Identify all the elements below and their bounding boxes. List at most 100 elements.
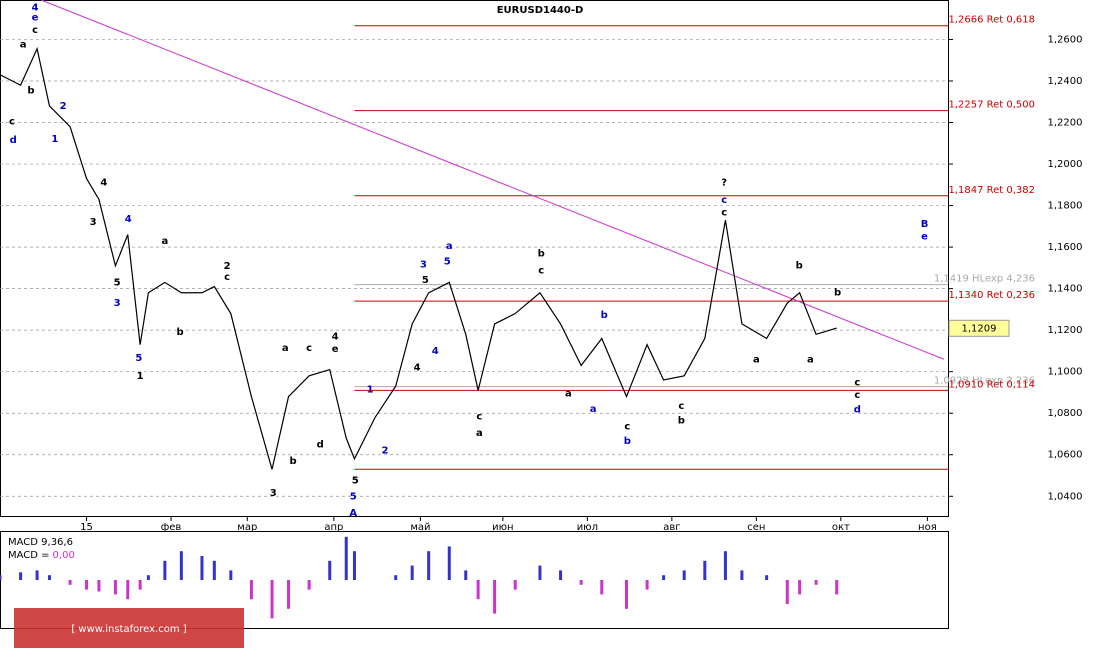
wave-label: b xyxy=(27,85,34,96)
y-tick-label: 1,1600 xyxy=(1048,242,1083,253)
macd-bar xyxy=(287,580,291,609)
wave-label: 3 xyxy=(420,260,427,271)
y-tick-label: 1,1400 xyxy=(1048,284,1083,295)
wave-label: c xyxy=(224,272,230,283)
macd-bar xyxy=(328,560,332,580)
x-tick-label: 15 xyxy=(80,522,93,533)
wave-label: 1 xyxy=(367,384,374,395)
wave-label: c xyxy=(538,266,544,277)
wave-label: b xyxy=(289,456,296,467)
y-tick-label: 1,0800 xyxy=(1048,408,1083,419)
wave-label: a xyxy=(446,241,453,252)
wave-label: 1 xyxy=(137,371,144,382)
macd-bar xyxy=(785,580,789,604)
macd-bar xyxy=(765,575,769,580)
wave-label: b xyxy=(624,436,631,447)
wave-label: c xyxy=(624,422,630,433)
macd-bar xyxy=(352,551,356,580)
y-tick-label: 1,1200 xyxy=(1048,325,1083,336)
macd-bar xyxy=(835,580,839,595)
wave-label: a xyxy=(161,236,168,247)
wave-label: 2 xyxy=(60,101,67,112)
macd-label: MACD = xyxy=(8,550,50,561)
wave-label: c xyxy=(721,207,727,218)
wave-label: d xyxy=(10,135,17,146)
wave-label: c xyxy=(721,195,727,206)
x-tick-label: апр xyxy=(324,522,343,533)
macd-bar xyxy=(427,551,431,580)
wave-label: 3 xyxy=(114,298,121,309)
wave-label: b xyxy=(177,327,184,338)
wave-label: b xyxy=(678,415,685,426)
wave-label: a xyxy=(807,355,814,366)
macd-bar xyxy=(723,551,727,580)
wave-label: 4 xyxy=(414,363,421,374)
price-panel xyxy=(0,0,949,517)
macd-bar xyxy=(682,570,686,580)
wave-label: 5 xyxy=(352,476,359,487)
fib-level-label: 1,0910 Ret 0,114 xyxy=(948,379,1035,390)
wave-label: B xyxy=(921,219,929,230)
wave-label: c xyxy=(306,343,312,354)
wave-label: d xyxy=(854,404,861,415)
x-tick-label: авг xyxy=(663,522,680,533)
x-tick-label: сен xyxy=(747,522,765,533)
wave-label: b xyxy=(538,248,545,259)
wave-label: a xyxy=(20,40,27,51)
wave-label: 2 xyxy=(381,446,388,457)
macd-bar xyxy=(19,572,23,580)
wave-label: 3 xyxy=(270,488,277,499)
wave-label: b xyxy=(796,260,803,271)
macd-title: MACD 9,36,6 xyxy=(8,537,73,548)
wave-label: a xyxy=(282,343,289,354)
price-tag xyxy=(948,319,1010,337)
macd-bar xyxy=(513,580,517,590)
macd-bar xyxy=(538,565,542,580)
wave-label: d xyxy=(317,439,324,450)
wave-label: a xyxy=(590,404,597,415)
macd-bar xyxy=(249,580,253,600)
price-line xyxy=(0,46,837,470)
macd-bar xyxy=(68,580,72,585)
y-tick-label: 1,2600 xyxy=(1048,34,1083,45)
x-tick-label: июн xyxy=(492,522,513,533)
wave-label: 3 xyxy=(90,217,97,228)
macd-bar xyxy=(146,575,150,580)
wave-label: a xyxy=(565,388,572,399)
y-tick-label: 1,2000 xyxy=(1048,159,1083,170)
macd-bar xyxy=(447,546,451,580)
fib-level-label: 1,1419 HLexp 4,236 xyxy=(934,274,1035,285)
wave-label: 1 xyxy=(51,134,58,145)
wave-label: e xyxy=(921,232,928,243)
watermark: [ www.instaforex.com ] xyxy=(71,624,186,635)
macd-bar xyxy=(212,560,216,580)
fib-level-label: 1,2257 Ret 0,500 xyxy=(948,100,1035,111)
wave-label: c xyxy=(854,390,860,401)
wave-label: ? xyxy=(721,178,727,189)
wave-label: c xyxy=(32,25,38,36)
price-tag-label: 1,1209 xyxy=(962,323,997,334)
x-tick-label: окт xyxy=(832,522,850,533)
macd-bar xyxy=(307,580,311,590)
wave-label: 4 xyxy=(332,331,339,342)
wave-label: A xyxy=(349,508,357,519)
trendline xyxy=(41,0,945,360)
wave-label: 4 xyxy=(432,346,439,357)
wave-label: c xyxy=(854,377,860,388)
macd-bar xyxy=(703,560,707,580)
macd-bar xyxy=(138,580,142,590)
macd-bar xyxy=(47,575,51,580)
wave-label: 4 xyxy=(100,178,107,189)
macd-value: 0,00 xyxy=(53,550,75,561)
wave-label: 2 xyxy=(224,261,231,272)
x-tick-label: мар xyxy=(237,522,257,533)
wave-label: 4 xyxy=(125,214,132,225)
macd-bar xyxy=(200,556,204,580)
macd-bar xyxy=(85,580,89,590)
macd-bar xyxy=(410,565,414,580)
macd-bar xyxy=(662,575,666,580)
macd-bar xyxy=(179,551,183,580)
fib-level-label: 1,1340 Ret 0,236 xyxy=(948,290,1035,301)
wave-label: 5 xyxy=(114,277,121,288)
x-tick-label: июл xyxy=(577,522,598,533)
